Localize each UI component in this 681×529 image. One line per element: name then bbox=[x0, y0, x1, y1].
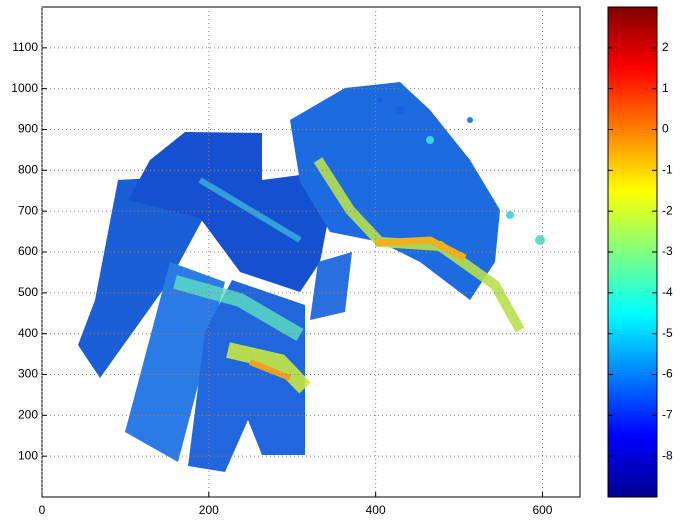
colorbar-tick-label: -7 bbox=[662, 408, 673, 422]
colorbar-tick-label: -1 bbox=[662, 163, 673, 177]
y-tick-label: 300 bbox=[18, 367, 38, 381]
speck bbox=[506, 211, 514, 219]
x-tick-label: 0 bbox=[39, 503, 46, 517]
colorbar-tick-label: -3 bbox=[662, 244, 673, 258]
speck bbox=[426, 136, 434, 144]
colorbar bbox=[608, 7, 657, 497]
colorbar-tick-label: -2 bbox=[662, 203, 673, 217]
y-tick-label: 100 bbox=[18, 448, 38, 462]
speck bbox=[535, 235, 545, 245]
colorbar-tick-label: -4 bbox=[662, 285, 673, 299]
y-tick-label: 700 bbox=[18, 203, 38, 217]
chart: 0 200 400 600 100 200 300 400 500 600 700 800 900 100… bbox=[0, 0, 681, 524]
speck bbox=[396, 106, 404, 114]
colorbar-tick-label: -5 bbox=[662, 326, 673, 340]
y-tick-label: 400 bbox=[18, 326, 38, 340]
y-tick-label: 1100 bbox=[12, 40, 38, 54]
y-tick-label: 500 bbox=[18, 285, 38, 299]
x-tick-label: 400 bbox=[366, 503, 386, 517]
colorbar-tick-label: 2 bbox=[662, 40, 669, 54]
x-tick-label: 600 bbox=[532, 503, 552, 517]
x-tick-label: 200 bbox=[199, 503, 219, 517]
colorbar-tick-label: 0 bbox=[662, 122, 669, 136]
colorbar-tick-label: -8 bbox=[662, 448, 673, 462]
colorbar-tick-label: 1 bbox=[662, 81, 669, 95]
colorbar-tick-label: -6 bbox=[662, 367, 673, 381]
y-tick-label: 800 bbox=[18, 163, 38, 177]
speck bbox=[467, 117, 473, 123]
y-tick-label: 200 bbox=[18, 408, 38, 422]
y-tick-label: 600 bbox=[18, 244, 38, 258]
speck bbox=[377, 97, 383, 103]
y-tick-label: 900 bbox=[18, 122, 38, 136]
y-tick-label: 1000 bbox=[11, 81, 38, 95]
